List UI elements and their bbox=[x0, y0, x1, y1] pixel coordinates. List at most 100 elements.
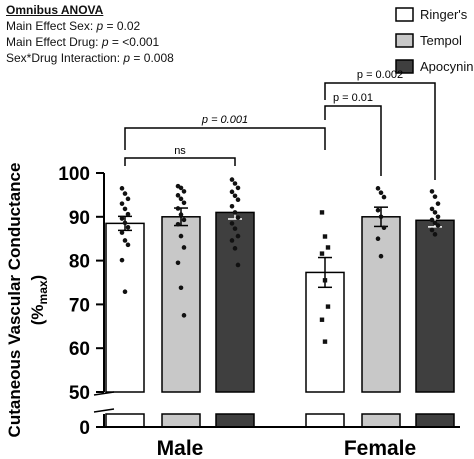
data-point bbox=[229, 177, 235, 182]
significance-label: p = 0.002 bbox=[357, 69, 403, 81]
data-point bbox=[232, 181, 238, 186]
data-point bbox=[229, 203, 235, 209]
data-point bbox=[235, 233, 241, 239]
data-point bbox=[178, 196, 184, 202]
data-point bbox=[375, 186, 381, 191]
legend-swatch bbox=[395, 33, 414, 48]
bar-base bbox=[415, 413, 455, 428]
axis-break-mark bbox=[93, 391, 115, 396]
data-point bbox=[119, 186, 125, 191]
data-point bbox=[432, 210, 438, 215]
data-point bbox=[432, 232, 438, 237]
y-tick-label: 0 bbox=[79, 418, 90, 439]
data-point bbox=[378, 253, 384, 259]
data-point bbox=[325, 245, 331, 250]
y-axis-title-unit: (%max) bbox=[28, 275, 50, 325]
data-point bbox=[122, 206, 128, 212]
data-point bbox=[322, 278, 328, 283]
bar-base bbox=[305, 413, 345, 428]
data-point bbox=[429, 189, 435, 194]
data-point bbox=[325, 304, 331, 309]
significance-label: p = 0.01 bbox=[333, 92, 373, 104]
significance-bracket bbox=[124, 157, 236, 166]
bar-base bbox=[215, 413, 255, 428]
data-point bbox=[319, 251, 325, 256]
data-point bbox=[375, 236, 381, 241]
bar-base bbox=[161, 413, 201, 428]
legend-swatch bbox=[395, 59, 414, 74]
data-point bbox=[178, 212, 184, 217]
data-point bbox=[178, 233, 184, 239]
data-point bbox=[181, 200, 187, 206]
data-point bbox=[175, 193, 181, 198]
data-point bbox=[375, 207, 381, 213]
data-point bbox=[125, 196, 131, 202]
significance-label: p = 0.001 bbox=[201, 114, 248, 126]
x-category-label: Female bbox=[344, 437, 416, 459]
data-point bbox=[435, 214, 441, 220]
data-point bbox=[432, 194, 438, 199]
y-tick-label: 50 bbox=[69, 383, 90, 404]
data-point bbox=[232, 226, 238, 231]
data-point bbox=[381, 225, 387, 231]
data-point bbox=[122, 220, 128, 226]
y-tick-label: 60 bbox=[69, 339, 90, 360]
data-point bbox=[232, 193, 238, 199]
data-point bbox=[235, 197, 241, 203]
bar bbox=[105, 222, 145, 393]
significance-bracket bbox=[324, 105, 382, 176]
y-axis-title: Cutaneous Vascular Conductance bbox=[5, 163, 24, 438]
data-point bbox=[175, 206, 181, 211]
data-point bbox=[435, 201, 441, 206]
axis-break-gap bbox=[94, 396, 464, 410]
data-point bbox=[435, 223, 441, 228]
data-point bbox=[429, 227, 435, 233]
anova-stats-box: Omnibus ANOVA Main Effect Sex: p = 0.02 … bbox=[6, 2, 174, 66]
data-point bbox=[322, 339, 328, 344]
stats-line-interaction: Sex*Drug Interaction: p = 0.008 bbox=[6, 51, 174, 65]
bar bbox=[215, 211, 255, 393]
y-tick-label: 80 bbox=[69, 252, 90, 273]
data-point bbox=[235, 215, 241, 220]
data-point bbox=[175, 260, 181, 266]
data-point bbox=[429, 217, 435, 223]
significance-bracket bbox=[324, 82, 436, 180]
data-point bbox=[125, 242, 131, 248]
data-point bbox=[119, 230, 125, 235]
data-point bbox=[229, 238, 235, 243]
axis-break-mark bbox=[93, 408, 115, 413]
data-point bbox=[429, 206, 435, 212]
data-point bbox=[119, 216, 125, 221]
data-point bbox=[432, 220, 438, 226]
data-point bbox=[125, 225, 131, 230]
data-point bbox=[235, 262, 241, 268]
y-tick-label: 90 bbox=[69, 208, 90, 229]
bar-base bbox=[361, 413, 401, 428]
x-category-label: Male bbox=[157, 437, 204, 459]
data-point bbox=[235, 185, 241, 191]
stats-line-drug: Main Effect Drug: p = <0.001 bbox=[6, 35, 160, 49]
data-point bbox=[381, 194, 387, 200]
data-point bbox=[378, 214, 384, 220]
data-point bbox=[232, 210, 238, 215]
bar-base bbox=[105, 413, 145, 428]
bar bbox=[361, 216, 401, 393]
bar bbox=[161, 216, 201, 393]
bar bbox=[415, 219, 455, 393]
data-point bbox=[175, 221, 181, 227]
stats-line-sex: Main Effect Sex: p = 0.02 bbox=[6, 19, 141, 33]
legend-label: Apocynin bbox=[420, 59, 473, 74]
data-point bbox=[119, 257, 125, 263]
data-point bbox=[178, 285, 184, 291]
data-point bbox=[181, 245, 187, 250]
anova-heading: Omnibus ANOVA bbox=[6, 3, 104, 17]
significance-bracket bbox=[124, 127, 326, 150]
data-point bbox=[181, 217, 187, 223]
data-point bbox=[378, 190, 384, 196]
legend-label: Tempol bbox=[420, 33, 462, 48]
data-point bbox=[181, 313, 187, 318]
data-point bbox=[229, 221, 235, 226]
significance-label: ns bbox=[174, 145, 186, 157]
data-point bbox=[178, 185, 184, 191]
